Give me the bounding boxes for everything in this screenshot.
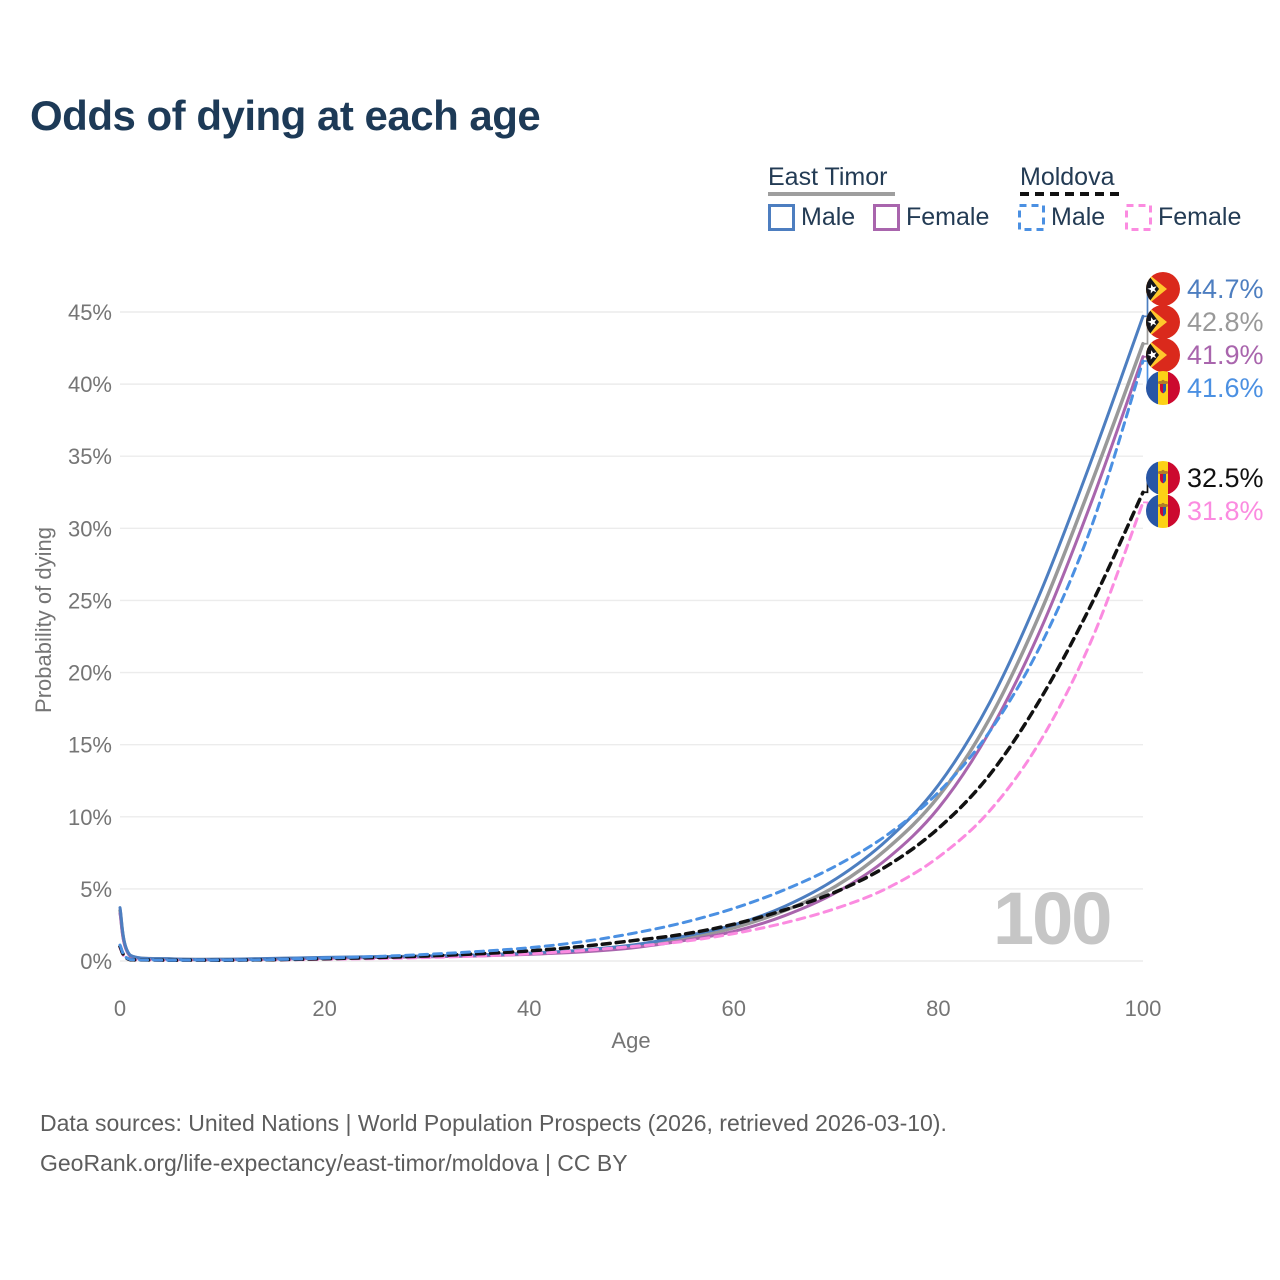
svg-text:40: 40 [517, 996, 541, 1021]
end-label-moldova-both: 32.5% [1146, 461, 1264, 495]
svg-text:30%: 30% [68, 516, 112, 541]
legend-entry-label: Female [1158, 203, 1242, 231]
data-sources-text: Data sources: United Nations | World Pop… [40, 1110, 947, 1136]
svg-text:100: 100 [1125, 996, 1162, 1021]
svg-text:0%: 0% [80, 949, 112, 974]
svg-text:0: 0 [114, 996, 126, 1021]
svg-text:40%: 40% [68, 372, 112, 397]
end-label-east-timor-both: 42.8% [1146, 305, 1264, 339]
moldova-flag-icon [1146, 461, 1180, 495]
moldova-flag-icon [1146, 494, 1180, 528]
svg-text:25%: 25% [68, 588, 112, 613]
end-value: 41.6% [1187, 373, 1264, 403]
y-axis-title: Probability of dying [31, 527, 56, 713]
end-value: 32.5% [1187, 463, 1264, 493]
legend-entry-label: Male [801, 203, 856, 231]
solid-purple-square-icon [873, 204, 900, 231]
east-timor-flag-icon [1146, 272, 1180, 306]
svg-text:60: 60 [722, 996, 746, 1021]
legend-entry-label: Female [906, 203, 990, 231]
page-title: Odds of dying at each age [30, 92, 541, 139]
end-value: 42.8% [1187, 307, 1264, 337]
legend-group-moldova: Moldova [1020, 163, 1115, 191]
svg-text:20: 20 [312, 996, 336, 1021]
end-value: 31.8% [1187, 496, 1264, 526]
end-label-east-timor-male: 44.7% [1146, 272, 1264, 306]
east-timor-flag-icon [1146, 338, 1180, 372]
svg-text:5%: 5% [80, 877, 112, 902]
svg-text:80: 80 [926, 996, 950, 1021]
east-timor-flag-icon [1146, 305, 1180, 339]
legend-entry-east-timor-male[interactable]: Male [768, 203, 855, 232]
legend-entry-label: Male [1051, 203, 1106, 231]
svg-text:20%: 20% [68, 661, 112, 686]
x-axis-title: Age [611, 1028, 651, 1053]
legend-group-east-timor: East Timor [768, 163, 888, 191]
legend-entry-moldova-male[interactable]: Male [1018, 203, 1105, 232]
dashed-pink-square-icon [1125, 204, 1152, 231]
dashed-blue-square-icon [1018, 204, 1045, 231]
end-label-east-timor-female: 41.9% [1146, 338, 1264, 372]
east-timor-line-swatch [768, 192, 895, 196]
svg-text:15%: 15% [68, 733, 112, 758]
svg-text:10%: 10% [68, 805, 112, 830]
age-counter-watermark: 100 [993, 877, 1112, 960]
moldova-line-swatch [1020, 192, 1124, 196]
svg-text:45%: 45% [68, 300, 112, 325]
solid-blue-square-icon [768, 204, 795, 231]
end-value: 41.9% [1187, 340, 1264, 370]
attribution-link-text: GeoRank.org/life-expectancy/east-timor/m… [40, 1150, 628, 1176]
end-label-moldova-male: 41.6% [1146, 371, 1264, 405]
end-value: 44.7% [1187, 274, 1264, 304]
end-label-moldova-female: 31.8% [1146, 494, 1264, 528]
svg-text:35%: 35% [68, 444, 112, 469]
legend-entry-east-timor-female[interactable]: Female [873, 203, 989, 232]
moldova-flag-icon [1146, 371, 1180, 405]
legend-entry-moldova-female[interactable]: Female [1125, 203, 1241, 232]
